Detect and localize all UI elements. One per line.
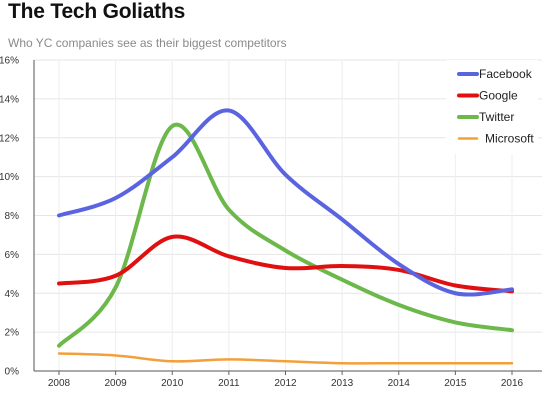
x-tick-label: 2015 <box>444 378 467 389</box>
y-tick-label: 0% <box>5 367 20 378</box>
x-tick-label: 2008 <box>48 378 71 389</box>
x-tick-label: 2012 <box>274 378 297 389</box>
x-tick-label: 2009 <box>105 378 128 389</box>
y-tick-label: 8% <box>5 211 20 222</box>
y-tick-label: 14% <box>0 94 19 105</box>
y-tick-label: 12% <box>0 133 19 144</box>
y-tick-label: 2% <box>5 328 20 339</box>
x-tick-label: 2014 <box>388 378 411 389</box>
axes: 0% 2% 4% 6% 8% 10% 12% 14% 16% 2008 2009 2010 2011 20… <box>0 56 542 389</box>
chart-subtitle: Who YC companies see as their biggest co… <box>8 36 287 50</box>
series-line-twitter <box>57 122 514 348</box>
x-tick-label: 2013 <box>331 378 354 389</box>
legend-label-twitter: Twitter <box>479 110 514 124</box>
series-lines <box>57 108 514 365</box>
series-line-google <box>57 234 514 294</box>
x-tick-label: 2016 <box>501 378 524 389</box>
series-line-facebook <box>57 108 514 297</box>
chart-title: The Tech Goliaths <box>8 0 186 23</box>
legend-label-google: Google <box>479 89 518 103</box>
x-tick-label: 2010 <box>161 378 184 389</box>
y-tick-label: 4% <box>5 289 20 300</box>
y-tick-label: 10% <box>0 172 19 183</box>
series-line-microsoft <box>57 352 514 365</box>
legend-label-microsoft: Microsoft <box>485 132 534 146</box>
legend-label-facebook: Facebook <box>479 67 533 81</box>
y-tick-label: 16% <box>0 56 19 67</box>
legend: Facebook Google Twitter Microsoft <box>446 60 538 154</box>
x-tick-label: 2011 <box>218 378 240 389</box>
y-tick-label: 6% <box>5 250 20 261</box>
